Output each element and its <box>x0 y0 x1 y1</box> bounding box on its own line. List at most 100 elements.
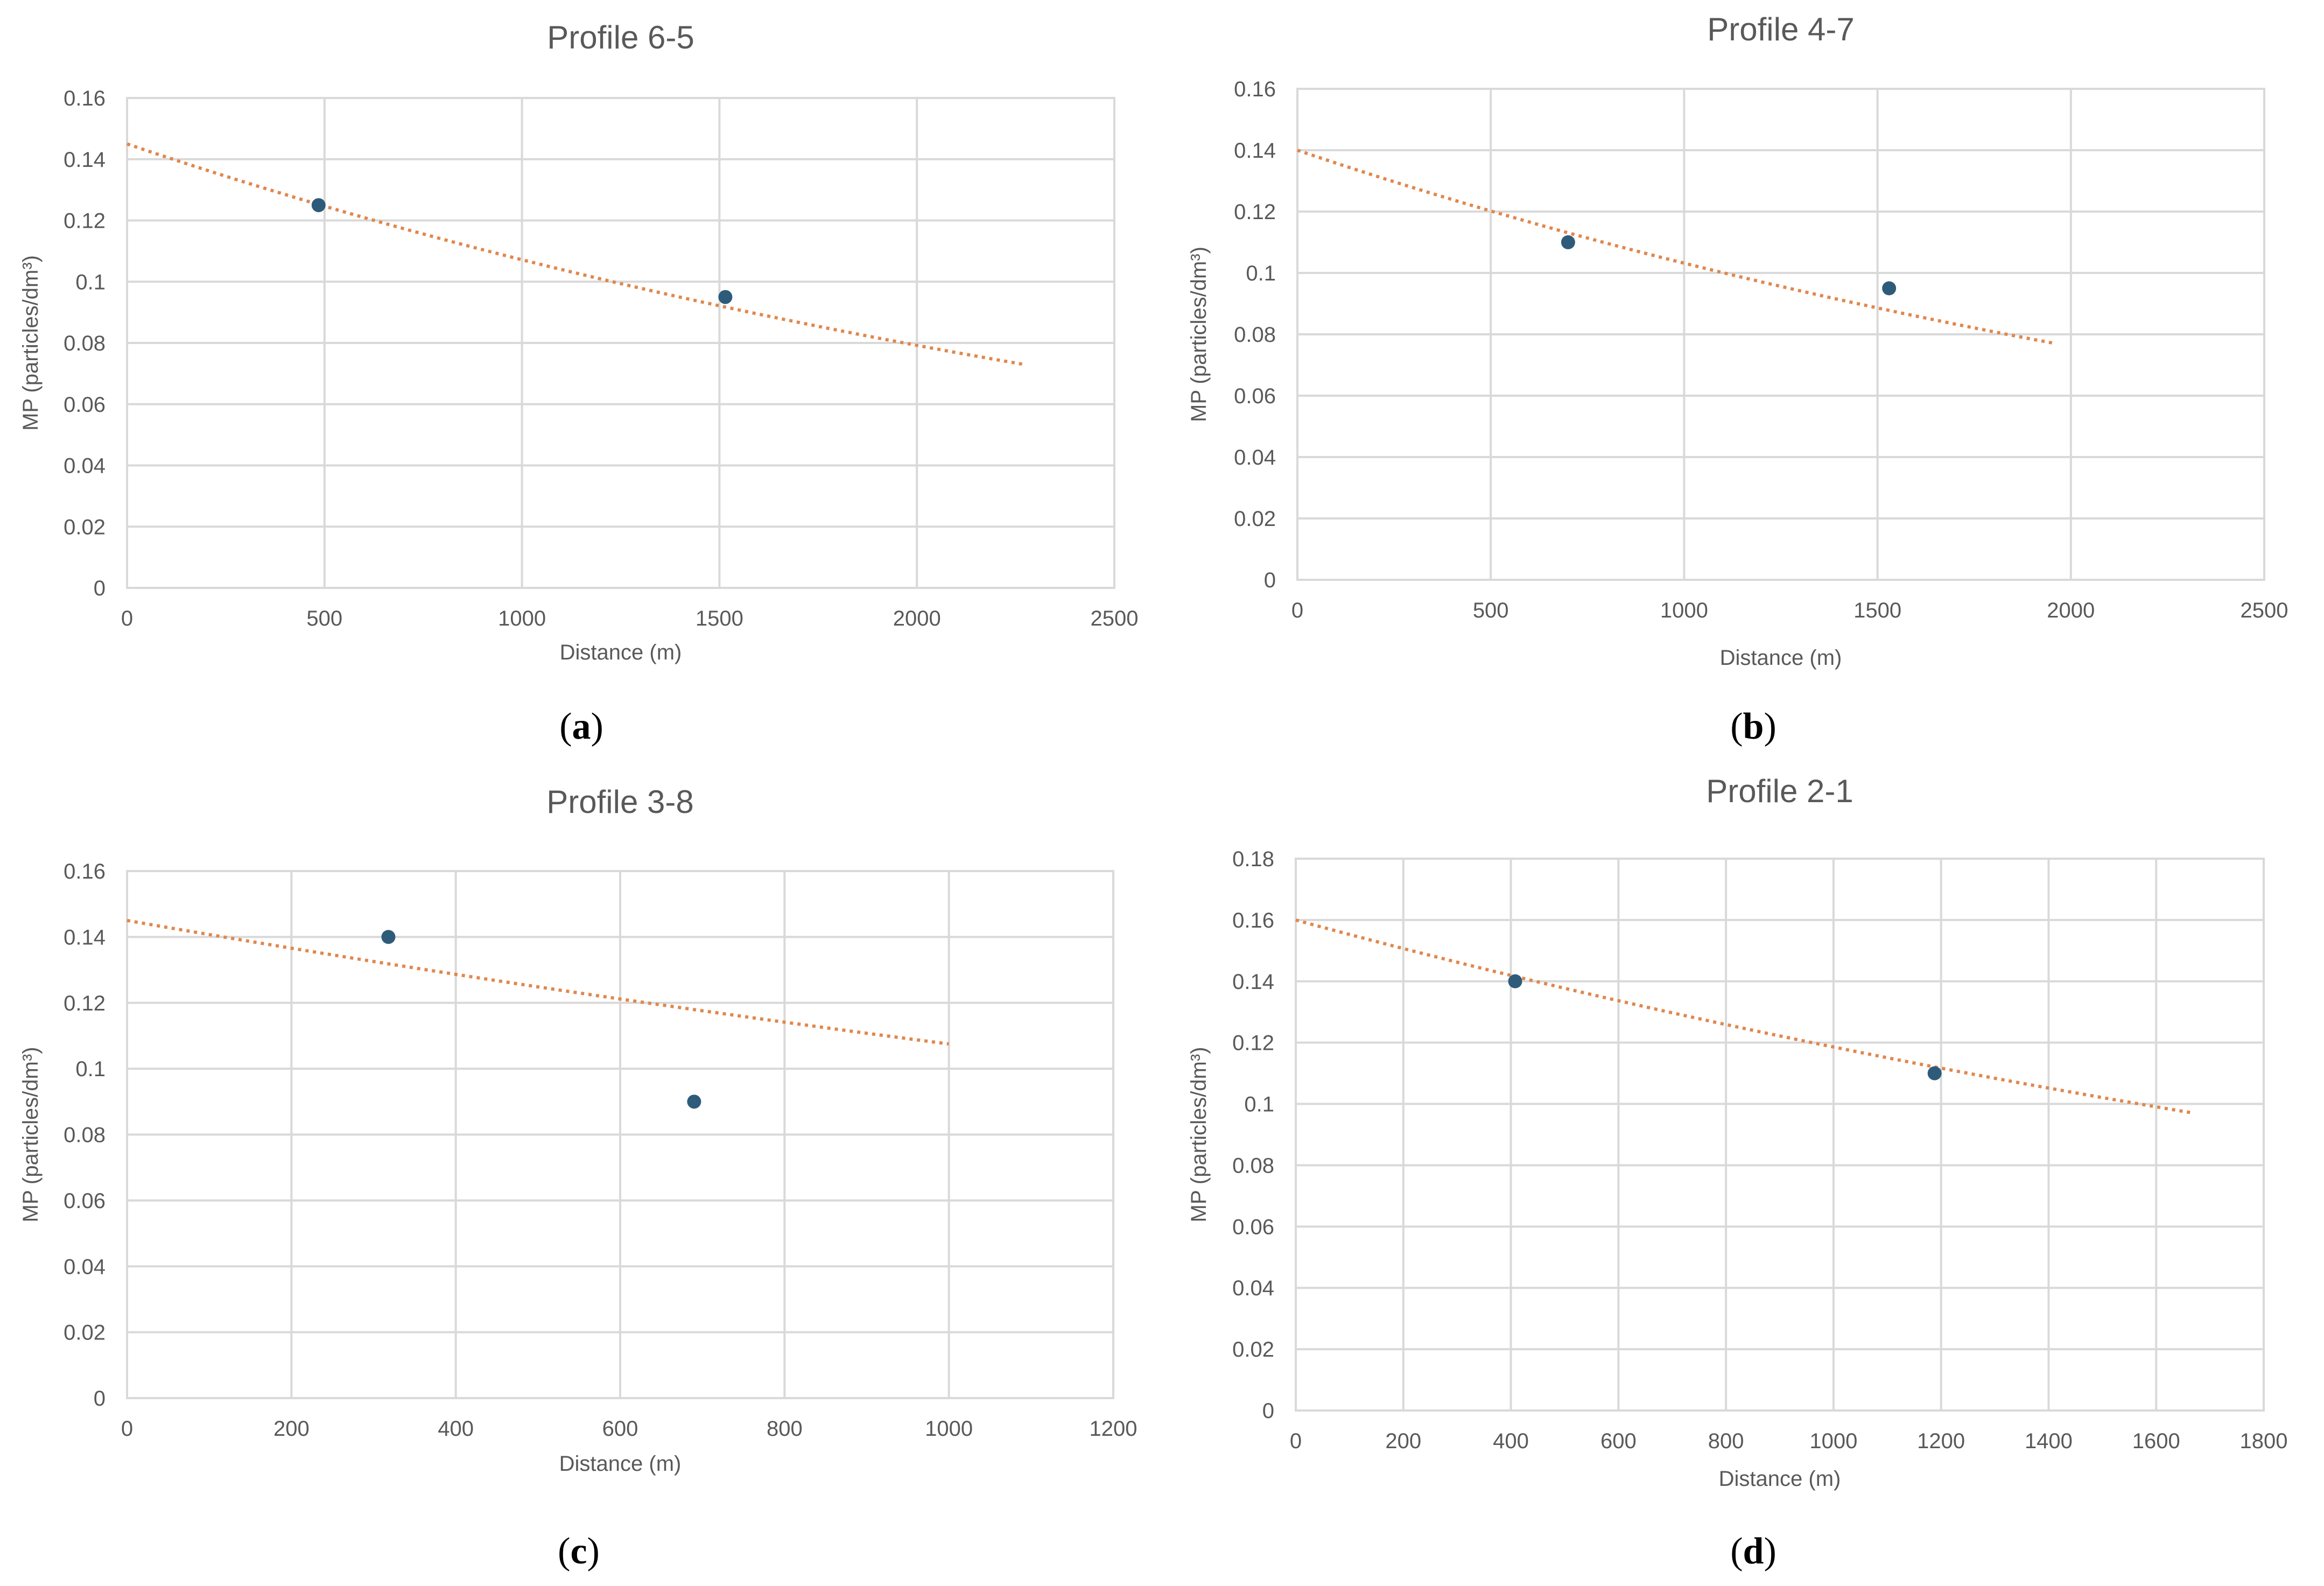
x-tick-label-a: 1500 <box>696 607 743 630</box>
chart-a-svg: Profile 6-5 0 0.02 0.04 0.06 0.08 0.1 0.12 0.14 0… <box>19 19 1139 664</box>
trendline-a <box>127 142 1024 366</box>
chart-panel-d: Profile 2-1 0 0.02 0.04 0.06 0.08 0.1 0.12 0.14 0… <box>1163 773 2324 1586</box>
chart-title-a: Profile 6-5 <box>547 19 694 55</box>
y-tick-label-a: 0.14 <box>64 148 106 172</box>
y-tick-label-d: 0.12 <box>1232 1031 1274 1055</box>
y-tick-label-b: 0.06 <box>1234 384 1276 408</box>
x-tick-label-a: 2500 <box>1091 607 1139 630</box>
y-tick-label-b: 0.16 <box>1234 78 1276 101</box>
chart-title-d: Profile 2-1 <box>1706 773 1853 809</box>
x-tick-label-a: 1000 <box>498 607 546 630</box>
x-tick-label-d: 200 <box>1385 1429 1421 1453</box>
x-tick-label-a: 500 <box>306 607 342 630</box>
y-tick-label-c: 0.06 <box>64 1189 106 1213</box>
x-tick-label-c: 1000 <box>925 1417 973 1441</box>
y-tick-label-c: 0.08 <box>64 1124 106 1147</box>
x-tick-label-b: 1000 <box>1660 599 1708 622</box>
chart-panel-c: Profile 3-8 0 0.02 0.04 0.06 0.08 0.1 0.12 0.14 0… <box>0 784 1163 1586</box>
y-tick-label-d: 0.16 <box>1232 909 1274 932</box>
chart-panel-a: Profile 6-5 0 0.02 0.04 0.06 0.08 0.1 0.12 0.14 0… <box>0 0 1163 791</box>
caption-a: (a) <box>559 706 603 747</box>
x-tick-label-d: 800 <box>1708 1429 1744 1453</box>
x-tick-label-c: 1200 <box>1090 1417 1138 1441</box>
y-axis-label-d: MP (particles/dm³) <box>1187 1047 1211 1223</box>
y-tick-label-a: 0.02 <box>64 515 106 539</box>
data-point-a <box>311 198 326 213</box>
chart-title-b: Profile 4-7 <box>1707 11 1854 47</box>
x-tick-label-c: 0 <box>121 1417 133 1441</box>
chart-panel-b: Profile 4-7 0 0.02 0.04 0.06 0.08 0.1 0.12 0.14 0… <box>1163 0 2324 791</box>
y-tick-label-c: 0.14 <box>64 925 106 949</box>
x-tick-label-b: 1500 <box>1853 599 1901 622</box>
chart-title-c: Profile 3-8 <box>546 784 693 820</box>
chart-c-svg: Profile 3-8 0 0.02 0.04 0.06 0.08 0.1 0.12 0.14 0… <box>19 784 1138 1476</box>
y-tick-label-c: 0.1 <box>75 1057 106 1081</box>
y-tick-label-d: 0.08 <box>1232 1154 1274 1177</box>
x-tick-label-b: 500 <box>1473 599 1509 622</box>
y-tick-label-a: 0.12 <box>64 209 106 233</box>
x-tick-label-c: 200 <box>273 1417 310 1441</box>
y-tick-label-d: 0.02 <box>1232 1338 1274 1362</box>
data-point-c <box>381 930 396 944</box>
x-tick-label-a: 2000 <box>893 607 941 630</box>
x-axis-label-b: Distance (m) <box>1720 646 1842 670</box>
caption-d: (d) <box>1730 1531 1777 1572</box>
x-tick-label-b: 2500 <box>2241 599 2288 622</box>
data-point-d <box>1927 1066 1942 1080</box>
x-tick-label-d: 400 <box>1493 1429 1529 1453</box>
trendline-d <box>1295 918 2194 1115</box>
y-tick-label-b: 0.12 <box>1234 200 1276 224</box>
y-axis-label-c: MP (particles/dm³) <box>19 1047 43 1223</box>
data-point-c <box>687 1094 701 1109</box>
y-tick-label-a: 0 <box>94 577 106 600</box>
x-tick-label-c: 600 <box>602 1417 638 1441</box>
plot-area-d <box>1295 858 2265 1412</box>
chart-d-svg: Profile 2-1 0 0.02 0.04 0.06 0.08 0.1 0.12 0.14 0… <box>1187 773 2288 1491</box>
x-tick-label-c: 800 <box>767 1417 803 1441</box>
y-tick-label-c: 0.16 <box>64 860 106 883</box>
data-point-d <box>1508 974 1522 988</box>
y-tick-label-a: 0.04 <box>64 454 106 478</box>
x-tick-label-d: 1200 <box>1917 1429 1965 1453</box>
y-tick-label-b: 0.02 <box>1234 507 1276 531</box>
y-tick-label-d: 0.14 <box>1232 970 1274 994</box>
y-tick-label-a: 0.16 <box>64 87 106 110</box>
chart-b-svg: Profile 4-7 0 0.02 0.04 0.06 0.08 0.1 0.12 0.14 0… <box>1187 11 2288 670</box>
y-tick-label-b: 0.04 <box>1234 446 1276 469</box>
y-tick-label-b: 0.08 <box>1234 323 1276 347</box>
x-tick-label-d: 1400 <box>2025 1429 2073 1453</box>
x-tick-label-b: 2000 <box>2047 599 2095 622</box>
x-tick-label-d: 600 <box>1600 1429 1637 1453</box>
y-axis-label-b: MP (particles/dm³) <box>1187 247 1211 422</box>
x-tick-label-a: 0 <box>121 607 133 630</box>
x-axis-label-a: Distance (m) <box>560 641 682 664</box>
caption-c: (c) <box>558 1531 600 1572</box>
y-tick-label-d: 0.04 <box>1232 1276 1274 1300</box>
y-tick-label-d: 0 <box>1262 1399 1274 1423</box>
x-axis-label-c: Distance (m) <box>559 1452 682 1476</box>
x-tick-label-d: 1000 <box>1809 1429 1857 1453</box>
data-point-b <box>1561 235 1575 249</box>
x-tick-label-d: 1800 <box>2240 1429 2288 1453</box>
y-tick-label-c: 0.04 <box>64 1255 106 1279</box>
x-tick-label-c: 400 <box>438 1417 474 1441</box>
y-tick-label-c: 0.12 <box>64 992 106 1015</box>
x-axis-label-d: Distance (m) <box>1719 1467 1841 1491</box>
y-tick-label-c: 0.02 <box>64 1321 106 1345</box>
y-tick-label-d: 0.06 <box>1232 1215 1274 1239</box>
x-tick-label-b: 0 <box>1291 599 1303 622</box>
y-tick-label-d: 0.18 <box>1232 847 1274 871</box>
trendline-c <box>127 918 950 1046</box>
y-tick-label-b: 0.1 <box>1246 262 1276 285</box>
y-axis-label-a: MP (particles/dm³) <box>19 255 43 431</box>
caption-b: (b) <box>1730 706 1777 747</box>
data-point-b <box>1882 281 1897 296</box>
y-tick-label-b: 0 <box>1264 569 1276 592</box>
y-tick-label-a: 0.06 <box>64 393 106 417</box>
x-tick-label-d: 0 <box>1290 1429 1302 1453</box>
y-tick-label-c: 0 <box>94 1387 106 1410</box>
x-tick-label-d: 1600 <box>2132 1429 2180 1453</box>
y-tick-label-b: 0.14 <box>1234 139 1276 163</box>
y-tick-label-a: 0.08 <box>64 332 106 355</box>
trendline-b <box>1297 149 2056 346</box>
